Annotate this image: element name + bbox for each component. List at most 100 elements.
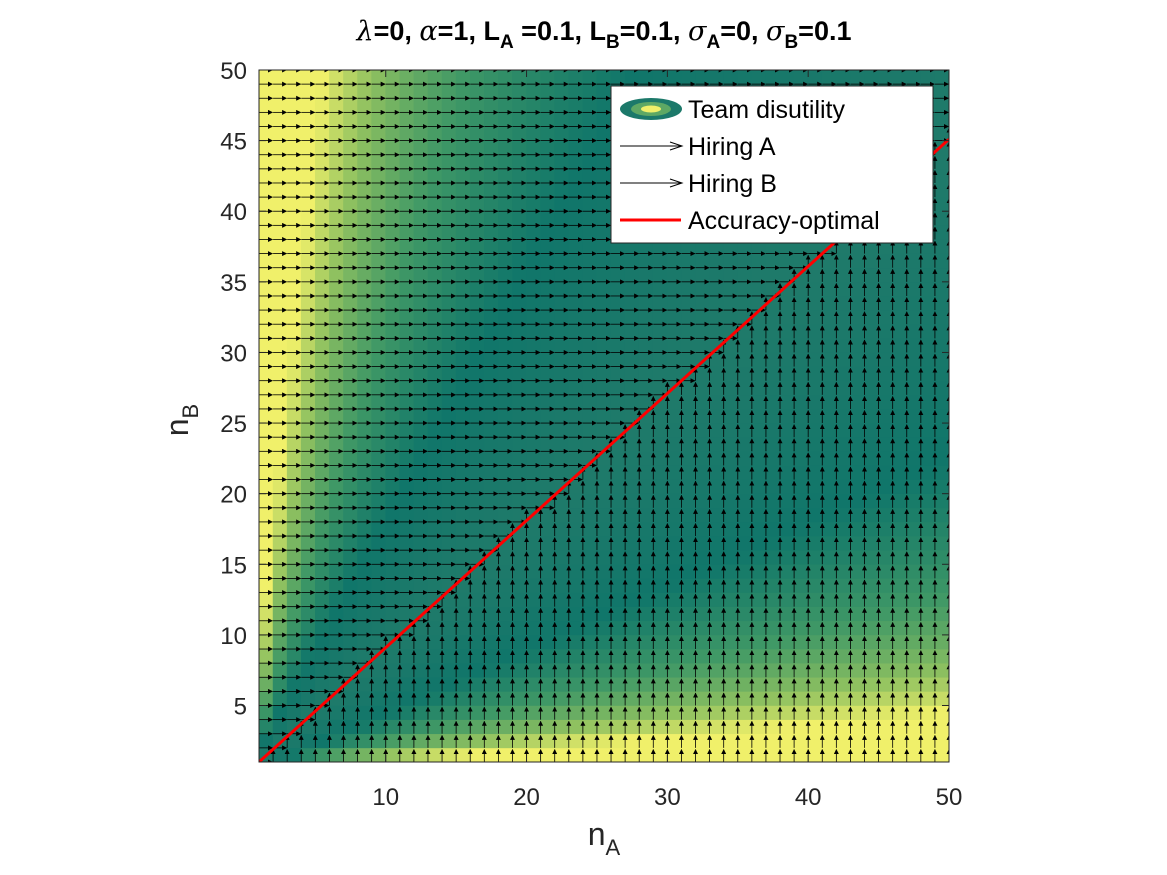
heatmap-cell	[652, 606, 668, 622]
heatmap-cell	[385, 493, 401, 509]
heatmap-cell	[624, 507, 640, 523]
heatmap-cell	[737, 662, 753, 678]
heatmap-cell	[652, 747, 668, 762]
heatmap-cell	[836, 606, 851, 622]
heatmap-cell	[779, 323, 795, 339]
heatmap-cell	[779, 535, 795, 551]
heatmap-cell	[413, 620, 429, 636]
heatmap-cell	[582, 507, 598, 523]
heatmap-cell	[259, 253, 274, 269]
heatmap-cell	[427, 295, 443, 311]
heatmap-cell	[836, 338, 851, 353]
heatmap-cell	[892, 662, 908, 678]
title-part: A	[500, 32, 514, 53]
heatmap-cell	[850, 394, 865, 410]
heatmap-cell	[582, 338, 598, 353]
heatmap-cell	[821, 295, 837, 311]
heatmap-cell	[399, 465, 415, 480]
heatmap-cell	[300, 366, 316, 381]
heatmap-cell	[652, 648, 668, 664]
heatmap-cell	[259, 507, 274, 523]
heatmap-cell	[399, 140, 415, 156]
heatmap-cell	[343, 493, 358, 509]
heatmap-cell	[652, 549, 668, 565]
heatmap-cell	[582, 352, 598, 367]
heatmap-cell	[286, 705, 302, 720]
heatmap-cell	[385, 408, 401, 424]
heatmap-cell	[850, 493, 865, 509]
heatmap-cell	[512, 154, 527, 170]
heatmap-cell	[793, 549, 809, 565]
heatmap-cell	[934, 70, 949, 85]
heatmap-cell	[624, 338, 640, 353]
heatmap-cell	[807, 465, 823, 480]
heatmap-cell	[652, 70, 668, 85]
heatmap-cell	[568, 563, 584, 579]
heatmap-cell	[427, 112, 443, 127]
heatmap-cell	[638, 422, 654, 438]
heatmap-cell	[498, 380, 513, 396]
heatmap-cell	[413, 309, 429, 325]
heatmap-cell	[667, 323, 682, 339]
heatmap-cell	[793, 451, 809, 466]
heatmap-cell	[512, 112, 527, 127]
heatmap-cell	[272, 394, 288, 410]
heatmap-cell	[864, 479, 879, 494]
heatmap-cell	[892, 408, 908, 424]
heatmap-cell	[455, 380, 471, 396]
heatmap-cell	[878, 691, 893, 706]
heatmap-cell	[427, 676, 443, 692]
heatmap-cell	[329, 380, 344, 396]
heatmap-cell	[751, 366, 767, 381]
heatmap-cell	[512, 493, 527, 509]
x-tick-label: 30	[654, 784, 681, 811]
heatmap-cell	[892, 620, 908, 636]
heatmap-cell	[709, 592, 724, 607]
heatmap-cell	[582, 267, 598, 283]
heatmap-cell	[427, 521, 443, 537]
heatmap-cell	[498, 168, 513, 184]
heatmap-cell	[259, 662, 274, 678]
heatmap-cell	[737, 436, 753, 452]
heatmap-cell	[667, 422, 682, 438]
heatmap-cell	[300, 168, 316, 184]
heatmap-cell	[371, 267, 387, 283]
heatmap-cell	[526, 620, 541, 636]
heatmap-cell	[892, 338, 908, 353]
heatmap-cell	[315, 338, 330, 353]
heatmap-cell	[892, 479, 908, 494]
heatmap-cell	[315, 436, 330, 452]
heatmap-cell	[737, 267, 753, 283]
heatmap-cell	[315, 323, 330, 339]
heatmap-cell	[286, 408, 302, 424]
heatmap-cell	[540, 535, 556, 551]
heatmap-cell	[512, 210, 527, 226]
heatmap-cell	[343, 662, 358, 678]
heatmap-cell	[807, 592, 823, 607]
heatmap-cell	[723, 493, 739, 509]
heatmap-cell	[723, 691, 739, 706]
heatmap-cell	[723, 436, 739, 452]
heatmap-cell	[821, 281, 837, 297]
heatmap-cell	[357, 606, 372, 622]
heatmap-cell	[920, 295, 936, 311]
heatmap-cell	[455, 634, 471, 650]
heatmap-cell	[667, 366, 682, 381]
heatmap-cell	[259, 563, 274, 579]
heatmap-cell	[610, 620, 626, 636]
heatmap-cell	[385, 210, 401, 226]
heatmap-cell	[526, 182, 541, 198]
heatmap-cell	[329, 662, 344, 678]
heatmap-cell	[709, 267, 724, 283]
heatmap-cell	[906, 676, 922, 692]
heatmap-cell	[667, 253, 682, 269]
heatmap-cell	[272, 126, 288, 141]
heatmap-cell	[371, 323, 387, 339]
heatmap-cell	[329, 210, 344, 226]
heatmap-cell	[906, 70, 922, 85]
heatmap-cell	[455, 267, 471, 283]
heatmap-cell	[300, 380, 316, 396]
heatmap-cell	[343, 239, 358, 254]
heatmap-cell	[329, 493, 344, 509]
heatmap-cell	[371, 83, 387, 99]
